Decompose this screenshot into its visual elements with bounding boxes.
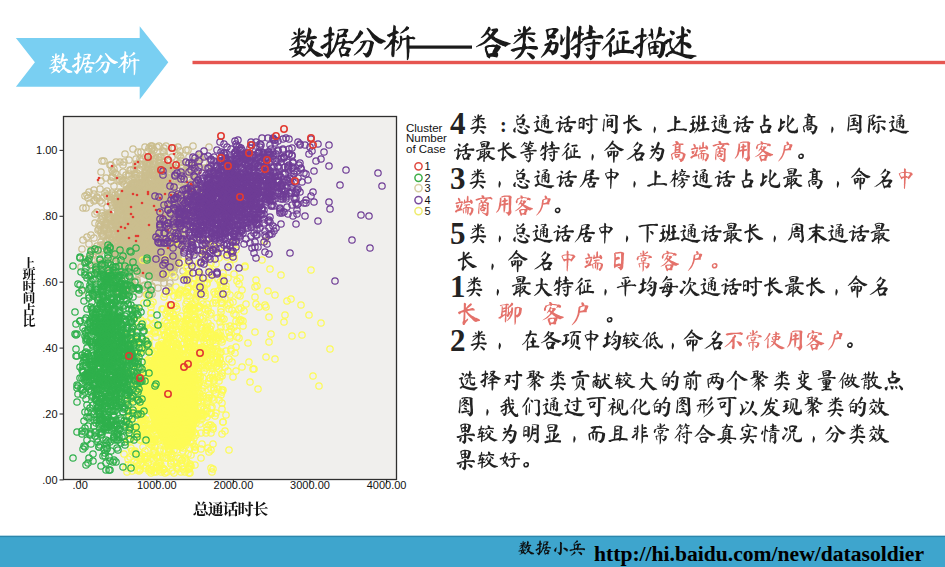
svg-text:.80: .80	[42, 210, 57, 222]
svg-text:4: 4	[450, 106, 466, 141]
svg-text:1: 1	[425, 160, 431, 172]
svg-text:1.00: 1.00	[36, 144, 57, 156]
svg-text:of Case: of Case	[406, 143, 446, 155]
svg-text:2: 2	[450, 323, 466, 358]
svg-text:2000.00: 2000.00	[214, 479, 254, 491]
svg-text:.00: .00	[73, 479, 88, 491]
svg-text:http://hi.baidu.com/new/dataso: http://hi.baidu.com/new/datasoldier	[594, 543, 924, 566]
svg-text:.00: .00	[42, 474, 57, 486]
svg-text:1000.00: 1000.00	[137, 479, 177, 491]
svg-text:4000.00: 4000.00	[367, 479, 407, 491]
svg-text:3: 3	[425, 182, 431, 194]
svg-text:.60: .60	[42, 276, 57, 288]
svg-text:.40: .40	[42, 342, 57, 354]
svg-text:1: 1	[450, 269, 466, 304]
svg-text:3000.00: 3000.00	[290, 479, 330, 491]
svg-text:5: 5	[425, 205, 431, 217]
svg-text:5: 5	[450, 216, 466, 251]
svg-text:3: 3	[450, 161, 466, 196]
svg-text::: :	[500, 114, 507, 136]
svg-text:.20: .20	[42, 408, 57, 420]
